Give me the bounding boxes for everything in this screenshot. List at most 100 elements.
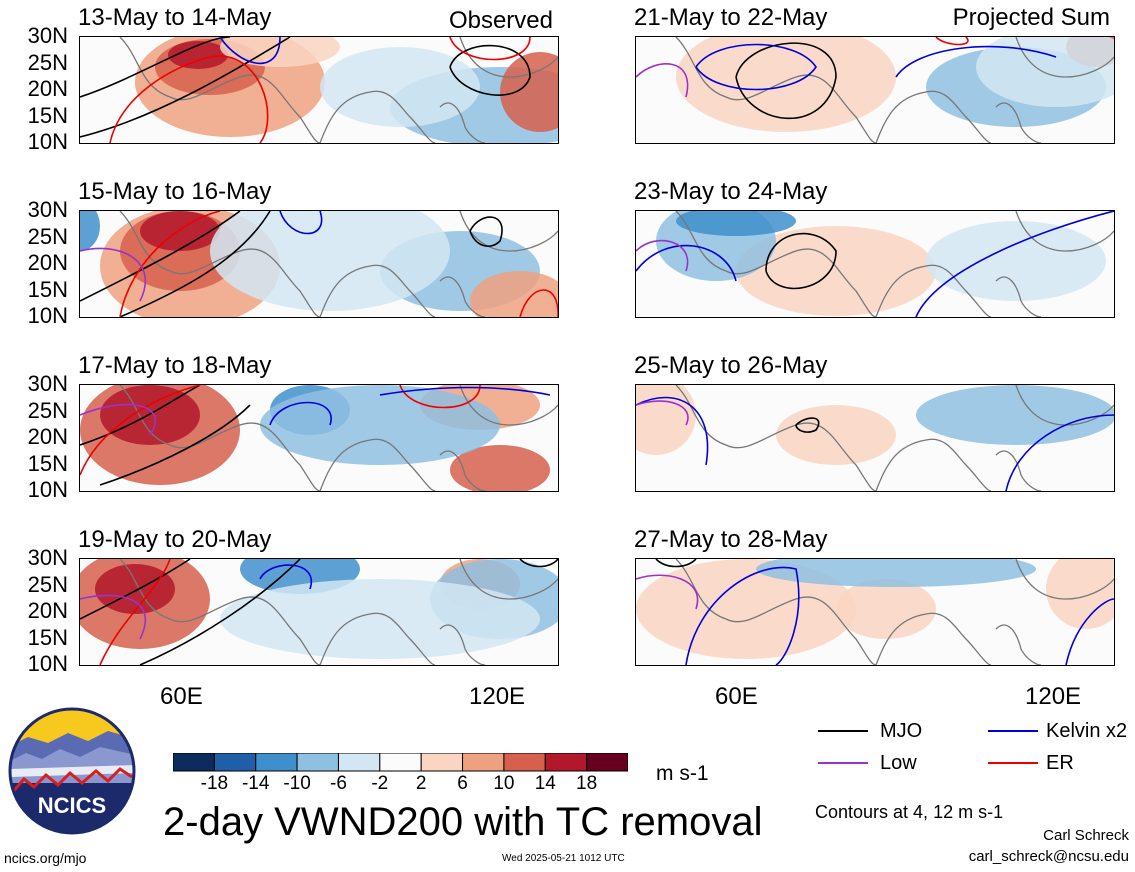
map-19-may xyxy=(79,558,559,666)
colorbar-swatch xyxy=(586,752,629,772)
main-title: 2-day VWND200 with TC removal xyxy=(163,800,763,844)
lat-label: 20N xyxy=(27,250,68,275)
contour-line xyxy=(449,37,531,61)
lat-label: 10N xyxy=(27,651,68,676)
lat-label: 25N xyxy=(27,223,68,249)
panel-title: 13-May to 14-May xyxy=(78,4,272,31)
coastline xyxy=(675,37,1114,143)
colorbar-swatch xyxy=(255,752,298,772)
panel-title: 27-May to 28-May xyxy=(634,526,828,553)
lat-label: 30N xyxy=(27,545,68,570)
timestamp: Wed 2025-05-21 1012 UTC xyxy=(502,853,625,864)
contour-line xyxy=(695,43,817,91)
coastline xyxy=(675,559,1114,665)
legend-line-kelvin xyxy=(988,730,1038,732)
lat-label: 20N xyxy=(27,598,68,623)
lat-label: 25N xyxy=(27,49,68,75)
panel-title: 23-May to 24-May xyxy=(634,178,828,205)
colorbar-swatch xyxy=(296,752,339,772)
anomaly-shading xyxy=(260,385,500,465)
contour-line xyxy=(636,63,689,98)
coastline xyxy=(119,211,558,317)
contour-line xyxy=(915,211,1114,317)
anomaly-shading xyxy=(636,385,696,455)
contour-line xyxy=(80,559,301,665)
panel-title: 19-May to 20-May xyxy=(78,526,272,553)
map-17-may xyxy=(79,384,559,492)
logo-text: NCICS xyxy=(38,793,106,818)
lat-label: 25N xyxy=(27,571,68,597)
anomaly-shading xyxy=(1046,559,1114,629)
anomaly-shading xyxy=(916,385,1114,445)
contour-line xyxy=(1005,414,1114,491)
contour-line xyxy=(119,211,221,317)
map-21-may xyxy=(635,36,1115,144)
contour-line xyxy=(935,37,969,46)
contour-line xyxy=(80,211,271,317)
contour-line xyxy=(80,385,201,476)
lon-label-60e: 60E xyxy=(160,683,203,710)
author-name: Carl Schreck xyxy=(1043,827,1129,844)
contour-line xyxy=(655,559,697,568)
anomaly-shading xyxy=(636,559,856,659)
contour-line xyxy=(519,289,558,317)
panel-tag-observed: Observed xyxy=(448,7,553,34)
anomaly-shading xyxy=(470,271,558,317)
site-link[interactable]: ncics.org/mjo xyxy=(4,850,87,866)
colorbar-tick-label: -18 xyxy=(200,773,229,794)
contour-line xyxy=(80,37,291,138)
coastline xyxy=(119,385,558,491)
lon-label-120e: 120E xyxy=(469,683,526,710)
colorbar-tick-label: -14 xyxy=(241,773,270,794)
anomaly-shading xyxy=(320,47,480,127)
legend-label-low: Low xyxy=(880,752,917,774)
colorbar-swatch xyxy=(462,752,505,772)
contour-line xyxy=(80,247,147,302)
legend-line-low xyxy=(818,762,868,764)
lat-label: 10N xyxy=(27,477,68,502)
colorbar-tick-label: -10 xyxy=(283,773,311,794)
legend-line-er xyxy=(988,762,1038,764)
map-13-may xyxy=(79,36,559,144)
contour-line xyxy=(735,42,837,120)
colorbar-tick-label: 18 xyxy=(576,773,598,794)
anomaly-shading xyxy=(776,405,896,465)
colorbar-tick-label: 14 xyxy=(534,773,556,794)
lon-label-60e: 60E xyxy=(715,683,758,710)
colorbar-tick-label: -2 xyxy=(371,773,389,794)
contour-line xyxy=(109,55,269,143)
lat-label: 20N xyxy=(27,76,68,101)
colorbar-swatch xyxy=(544,752,588,772)
contour-line xyxy=(80,594,147,640)
colorbar-tick-label: 2 xyxy=(415,773,427,794)
anomaly-shading xyxy=(836,579,936,639)
contour-line xyxy=(399,385,481,409)
panel-tag-projected: Projected Sum xyxy=(952,4,1110,31)
contours-note: Contours at 4, 12 m s-1 xyxy=(815,802,1004,822)
contour-line xyxy=(80,403,157,436)
coastline xyxy=(119,559,558,665)
lat-label: 25N xyxy=(27,397,68,423)
map-27-may xyxy=(635,558,1115,666)
anomaly-shading xyxy=(210,211,450,311)
colorbar-swatch xyxy=(379,752,422,772)
lat-label: 20N xyxy=(27,424,68,449)
contour-line xyxy=(219,37,281,65)
anomaly-shading xyxy=(95,564,175,614)
anomaly-shading xyxy=(926,221,1106,301)
colorbar-swatch xyxy=(503,752,546,772)
contour-line xyxy=(895,45,1057,78)
anomaly-shading xyxy=(80,211,100,251)
coastline xyxy=(675,211,1114,317)
lat-label: 30N xyxy=(27,197,68,222)
anomaly-shading xyxy=(450,445,550,491)
map-15-may xyxy=(79,210,559,318)
contour-line xyxy=(469,216,503,247)
panel-title: 25-May to 26-May xyxy=(634,352,828,379)
contour-line xyxy=(636,244,737,282)
ncics-logo: NCICS xyxy=(8,707,136,835)
lat-label: 15N xyxy=(27,276,68,302)
legend-line-mjo xyxy=(818,730,868,732)
contour-line xyxy=(259,564,313,590)
contour-line xyxy=(1065,598,1114,665)
